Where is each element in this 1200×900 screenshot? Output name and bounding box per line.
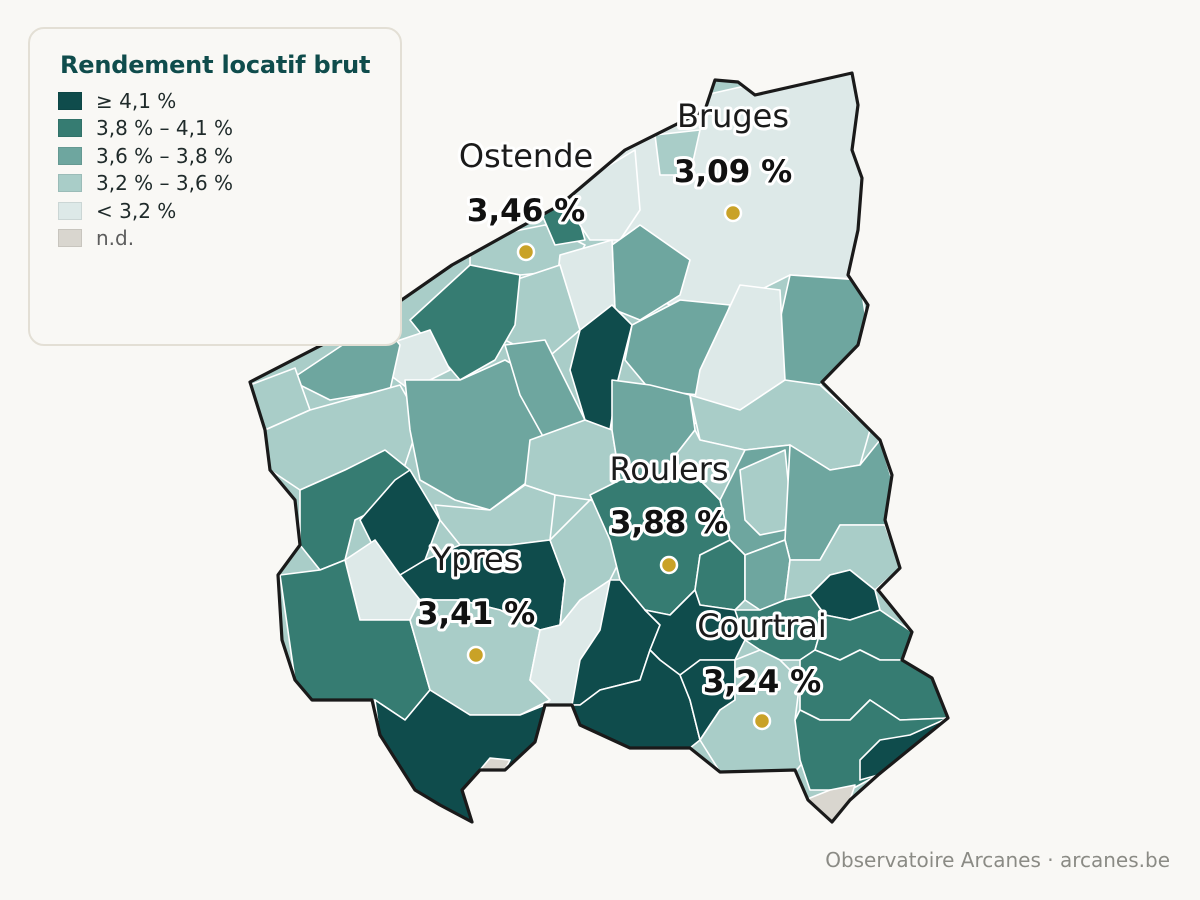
legend-label: n.d. — [96, 226, 135, 251]
region-courtrai — [699, 649, 806, 773]
marker-bruges — [723, 203, 743, 223]
legend-item: 3,2 % – 3,6 % — [58, 170, 400, 198]
legend-swatch — [58, 119, 82, 138]
legend-item: ≥ 4,1 % — [58, 87, 400, 115]
city-name-ostende: Ostende — [459, 137, 593, 175]
legend-label: < 3,2 % — [96, 198, 177, 223]
legend-item: n.d. — [58, 225, 400, 253]
legend-label: 3,6 % – 3,8 % — [96, 143, 234, 168]
city-markers — [466, 203, 772, 731]
city-name-courtrai: Courtrai — [697, 607, 827, 645]
city-value-ostende: 3,46 % — [467, 193, 585, 229]
region-northeast — [774, 274, 871, 386]
region-bruges-west — [654, 129, 701, 176]
legend-label: ≥ 4,1 % — [96, 88, 177, 113]
legend: Rendement locatif brut ≥ 4,1 % 3,8 % – 4… — [28, 27, 402, 346]
region-spiere — [859, 717, 948, 781]
city-value-roulers: 3,88 % — [610, 505, 728, 541]
legend-item: 3,8 % – 4,1 % — [58, 115, 400, 143]
legend-swatch — [58, 91, 82, 110]
marker-ypres — [466, 645, 486, 665]
legend-label: 3,8 % – 4,1 % — [96, 116, 234, 141]
legend-swatch — [58, 146, 82, 165]
legend-title: Rendement locatif brut — [60, 51, 371, 79]
region-avelgem — [794, 699, 948, 791]
legend-item: < 3,2 % — [58, 197, 400, 225]
legend-swatch — [58, 174, 82, 193]
region-coast-east — [559, 149, 641, 241]
legend-label: 3,2 % – 3,6 % — [96, 171, 234, 196]
marker-ostende — [516, 242, 536, 262]
city-value-bruges: 3,09 % — [674, 154, 792, 190]
legend-item: 3,6 % – 3,8 % — [58, 142, 400, 170]
city-name-bruges: Bruges — [677, 97, 789, 135]
city-name-ypres: Ypres — [431, 540, 521, 578]
marker-roulers — [659, 555, 679, 575]
city-value-ypres: 3,41 % — [417, 596, 535, 632]
source-credit: Observatoire Arcanes · arcanes.be — [825, 848, 1170, 872]
city-labels: Bruges 3,09 % Ostende 3,46 % Roulers 3,8… — [414, 94, 830, 703]
marker-courtrai — [752, 711, 772, 731]
legend-swatch — [58, 201, 82, 220]
legend-swatch — [58, 229, 82, 248]
city-name-roulers: Roulers — [609, 450, 728, 488]
city-value-courtrai: 3,24 % — [703, 664, 821, 700]
